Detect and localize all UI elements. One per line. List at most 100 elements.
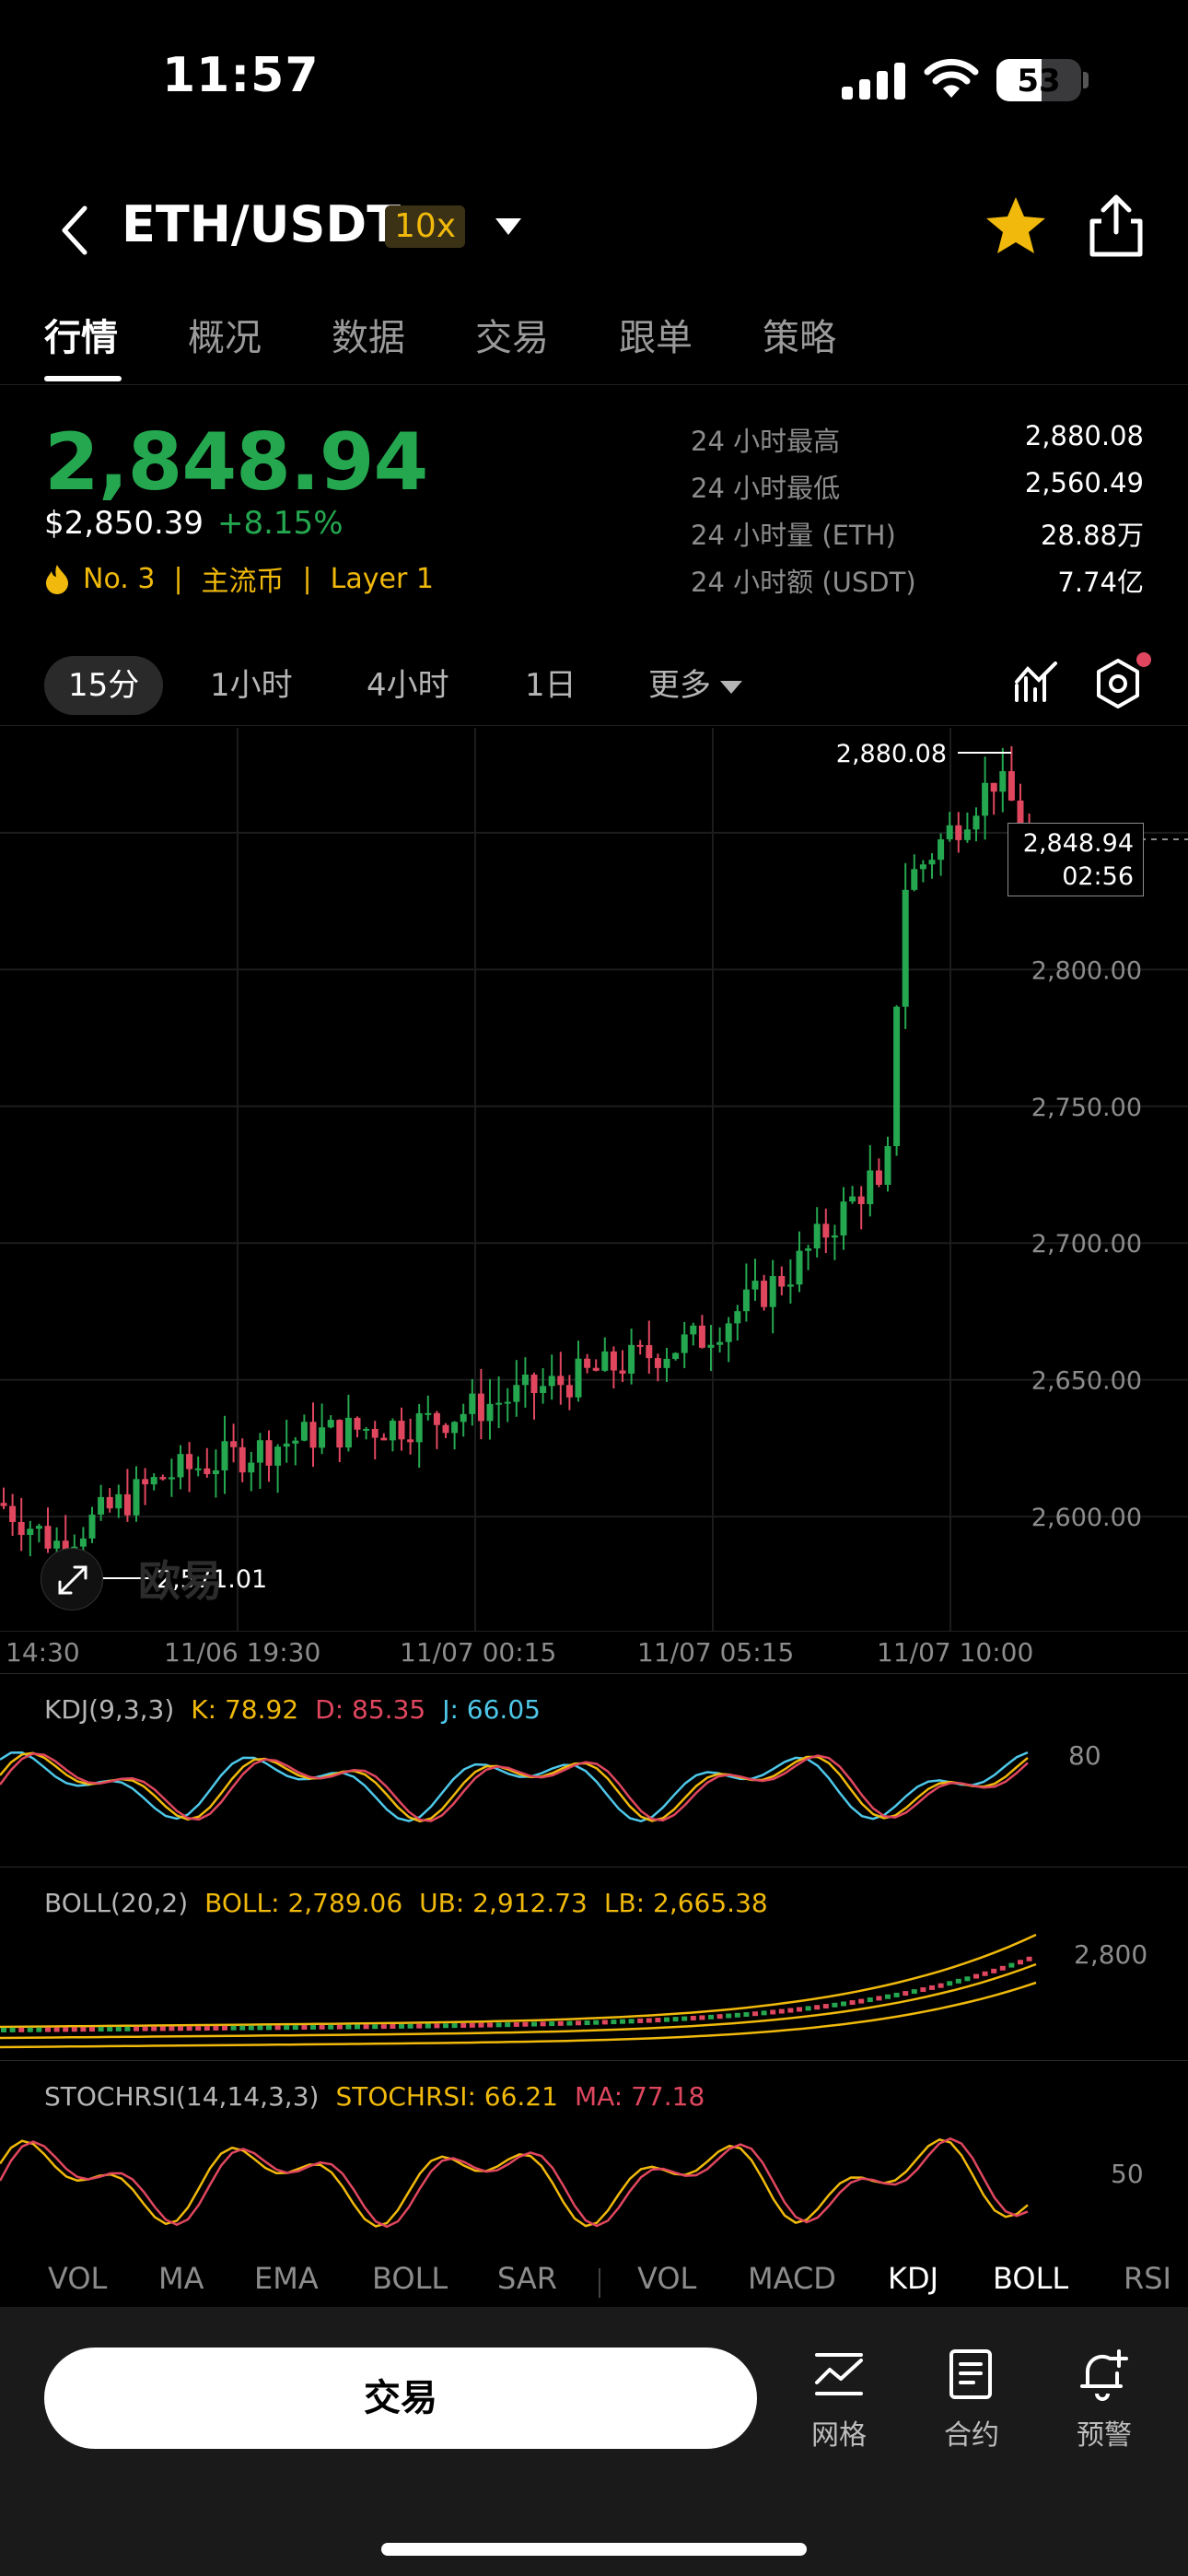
boll-candle: [380, 2024, 387, 2030]
tab-strategy[interactable]: 策略: [763, 317, 836, 359]
notification-dot: [1136, 652, 1151, 667]
indicator-icon[interactable]: [1013, 658, 1061, 706]
y-tick-label: 2,700.00: [1031, 1230, 1142, 1259]
boll-candle: [858, 1998, 865, 2004]
candle-body: [592, 1367, 600, 1371]
leverage-badge[interactable]: 10x: [385, 205, 466, 248]
signal-icon: [842, 61, 906, 100]
boll-candle: [469, 2022, 475, 2028]
ind-tab-sar[interactable]: SAR: [497, 2261, 558, 2296]
ind-tab-kdj[interactable]: KDJ: [888, 2261, 939, 2296]
expand-button[interactable]: [41, 1548, 103, 1610]
ind-tab-vol[interactable]: VOL: [48, 2261, 108, 2296]
time-tick: 11/06 19:30: [164, 1637, 321, 1668]
tab-underline: [44, 376, 122, 381]
time-tick: 14:30: [6, 1637, 80, 1668]
boll-candle: [434, 2023, 440, 2029]
boll-candle: [513, 2021, 519, 2027]
candle-body: [628, 1344, 635, 1374]
candle-body: [433, 1412, 440, 1425]
interval-15m[interactable]: 15分: [44, 656, 164, 715]
ind-tab-vol-sub[interactable]: VOL: [637, 2261, 697, 2296]
candle-body: [928, 860, 936, 865]
y-tick-label: 2,600.00: [1031, 1504, 1142, 1532]
alert-button[interactable]: 预警: [1054, 2346, 1155, 2453]
candle-body: [751, 1281, 759, 1290]
ind-tab-boll-sub[interactable]: BOLL: [993, 2261, 1069, 2296]
interval-1d[interactable]: 1日: [525, 667, 577, 704]
gear-icon[interactable]: [1094, 658, 1142, 709]
boll-candle: [982, 1971, 988, 1976]
ind-tab-ma[interactable]: MA: [158, 2261, 204, 2296]
candle-body: [142, 1479, 149, 1485]
candle-body: [1007, 771, 1015, 801]
tag-layer[interactable]: Layer 1: [330, 562, 434, 595]
candlestick-chart[interactable]: 2,850.002,800.002,750.002,700.002,650.00…: [0, 728, 1188, 1631]
boll-panel: BOLL(20,2) BOLL: 2,789.06 UB: 2,912.73 LB: …: [0, 1867, 1188, 2060]
tab-trade[interactable]: 交易: [475, 317, 549, 359]
tab-overview[interactable]: 概况: [188, 317, 262, 359]
candle-body: [486, 1403, 494, 1422]
boll-candle: [159, 2026, 166, 2032]
ind-tab-ema[interactable]: EMA: [254, 2261, 319, 2296]
boll-candle: [584, 2020, 590, 2026]
boll-candle: [761, 2010, 767, 2016]
tag-rank[interactable]: No. 3: [83, 562, 156, 595]
boll-candle: [593, 2020, 600, 2025]
candle-body: [548, 1376, 555, 1387]
stat-low: 24 小时最低 2,560.49: [691, 467, 1144, 504]
low-label: 2,571.01: [157, 1565, 267, 1594]
boll-candle: [822, 2004, 829, 2009]
candle-body: [398, 1421, 405, 1440]
tab-data[interactable]: 数据: [332, 317, 405, 359]
trade-button[interactable]: 交易: [44, 2348, 757, 2449]
candle-body: [681, 1334, 688, 1353]
interval-4h[interactable]: 4小时: [367, 667, 449, 704]
tab-market[interactable]: 行情: [44, 317, 118, 359]
back-icon[interactable]: [55, 203, 96, 258]
interval-more[interactable]: 更多: [648, 656, 742, 715]
boll-candle: [743, 2012, 750, 2018]
tag-category[interactable]: 主流币: [201, 566, 285, 598]
candle-body: [0, 1503, 7, 1506]
candle-body: [300, 1422, 308, 1441]
boll-candle: [328, 2024, 334, 2030]
candle-body: [990, 782, 997, 792]
y-tick-label: 2,800.00: [1031, 956, 1142, 985]
ind-tab-macd[interactable]: MACD: [748, 2261, 836, 2296]
candle-body: [875, 1170, 882, 1185]
boll-candle: [955, 1978, 961, 1984]
expand-icon: [58, 1565, 87, 1595]
indicator-line: [0, 2137, 1029, 2228]
star-icon[interactable]: [984, 193, 1048, 258]
current-price-tag: 2,848.94 02:56: [1007, 823, 1144, 896]
interval-1h[interactable]: 1小时: [210, 667, 293, 704]
time-tick: 11/07 00:15: [400, 1637, 557, 1668]
candle-body: [442, 1424, 449, 1434]
candle-body: [663, 1358, 670, 1368]
boll-candle: [1008, 1962, 1015, 1968]
boll-band: [0, 1981, 1037, 2049]
boll-candle: [601, 2020, 608, 2025]
usd-price: $2,850.39: [44, 505, 204, 542]
candle-body: [35, 1526, 42, 1529]
pair-title[interactable]: ETH/USDT: [122, 195, 402, 253]
candle-body: [283, 1443, 290, 1447]
grid-button[interactable]: 网格: [788, 2346, 890, 2453]
boll-candle: [867, 1997, 873, 2003]
boll-candle: [178, 2026, 183, 2032]
bottom-bar: 交易 网格 合约 预警: [0, 2307, 1188, 2576]
boll-candle: [620, 2019, 625, 2024]
boll-candle: [920, 1987, 926, 1993]
chevron-down-icon[interactable]: [494, 216, 523, 238]
share-icon[interactable]: [1087, 193, 1146, 258]
indicator-line: [0, 1752, 1029, 1822]
ind-tab-boll[interactable]: BOLL: [372, 2261, 448, 2296]
candle-body: [619, 1370, 626, 1374]
candle-body: [256, 1440, 263, 1463]
contract-button[interactable]: 合约: [921, 2346, 1022, 2453]
ind-tab-rsi[interactable]: RSI: [1124, 2261, 1171, 2296]
tab-copy-trading[interactable]: 跟单: [619, 317, 693, 359]
boll-candle: [734, 2012, 740, 2018]
candle-body: [371, 1428, 379, 1438]
